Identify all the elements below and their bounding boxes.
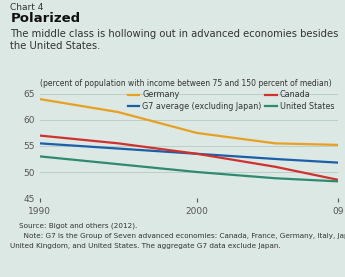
Text: (percent of population with income between 75 and 150 percent of median): (percent of population with income betwe… [40,79,331,88]
Text: Polarized: Polarized [10,12,80,25]
Text: The middle class is hollowing out in advanced economies besides
the United State: The middle class is hollowing out in adv… [10,29,339,51]
Text: Source: Bigot and others (2012).: Source: Bigot and others (2012). [19,223,137,229]
Text: United Kingdom, and United States. The aggregate G7 data exclude Japan.: United Kingdom, and United States. The a… [10,243,281,249]
Text: Chart 4: Chart 4 [10,3,44,12]
Legend: Germany, G7 average (excluding Japan), Canada, United States: Germany, G7 average (excluding Japan), C… [128,91,334,111]
Text: Note: G7 is the Group of Seven advanced economies: Canada, France, Germany, Ital: Note: G7 is the Group of Seven advanced … [19,233,345,239]
